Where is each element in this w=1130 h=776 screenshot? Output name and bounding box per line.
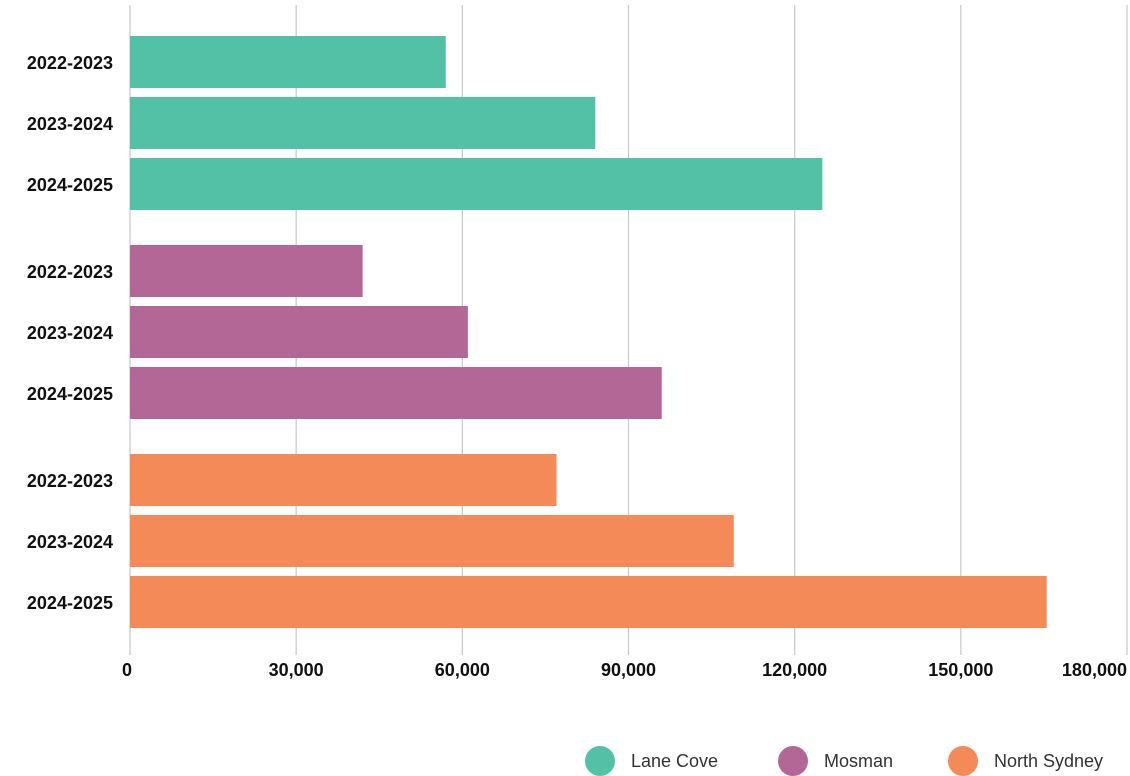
x-tick-label: 0 bbox=[122, 660, 132, 680]
category-labels: 2022-2023 2023-2024 2024-2025 2022-2023 2023… bbox=[27, 53, 113, 613]
x-tick-label: 150,000 bbox=[928, 660, 993, 680]
legend-item-lane-cove: Lane Cove bbox=[585, 746, 718, 776]
bar-mosman-2023-2024 bbox=[130, 306, 468, 358]
bar-mosman-2022-2023 bbox=[130, 245, 363, 297]
legend-label: North Sydney bbox=[994, 750, 1104, 771]
legend-swatch bbox=[585, 746, 615, 776]
legend-swatch bbox=[778, 746, 808, 776]
x-tick-label: 180,000 bbox=[1062, 660, 1127, 680]
category-label: 2022-2023 bbox=[27, 471, 113, 491]
bar-north-sydney-2024-2025 bbox=[130, 576, 1047, 628]
x-tick-label: 60,000 bbox=[435, 660, 490, 680]
category-label: 2022-2023 bbox=[27, 53, 113, 73]
bar-mosman-2024-2025 bbox=[130, 367, 662, 419]
legend-item-north-sydney: North Sydney bbox=[948, 746, 1103, 776]
category-label: 2023-2024 bbox=[27, 532, 113, 552]
legend-item-mosman: Mosman bbox=[778, 746, 893, 776]
category-label: 2022-2023 bbox=[27, 262, 113, 282]
bar-chart: 2022-2023 2023-2024 2024-2025 2022-2023 2023… bbox=[27, 5, 1128, 680]
category-label: 2024-2025 bbox=[27, 175, 113, 195]
bar-north-sydney-2023-2024 bbox=[130, 515, 734, 567]
x-tick-label: 30,000 bbox=[269, 660, 324, 680]
legend: Lane Cove Mosman North Sydney bbox=[0, 746, 1130, 776]
bar-lane-cove-2024-2025 bbox=[130, 158, 823, 210]
bars bbox=[130, 36, 1047, 628]
category-label: 2024-2025 bbox=[27, 593, 113, 613]
category-label: 2023-2024 bbox=[27, 323, 113, 343]
bar-north-sydney-2022-2023 bbox=[130, 454, 557, 506]
x-axis-tick-labels: 0 30,000 60,000 90,000 120,000 150,000 180,000 bbox=[122, 660, 1127, 680]
legend-label: Mosman bbox=[824, 750, 894, 771]
bar-lane-cove-2023-2024 bbox=[130, 97, 596, 149]
category-label: 2023-2024 bbox=[27, 114, 113, 134]
bar-lane-cove-2022-2023 bbox=[130, 36, 446, 88]
legend-swatch bbox=[948, 746, 978, 776]
x-tick-label: 120,000 bbox=[762, 660, 827, 680]
category-label: 2024-2025 bbox=[27, 384, 113, 404]
x-tick-label: 90,000 bbox=[601, 660, 656, 680]
legend-label: Lane Cove bbox=[631, 750, 719, 771]
